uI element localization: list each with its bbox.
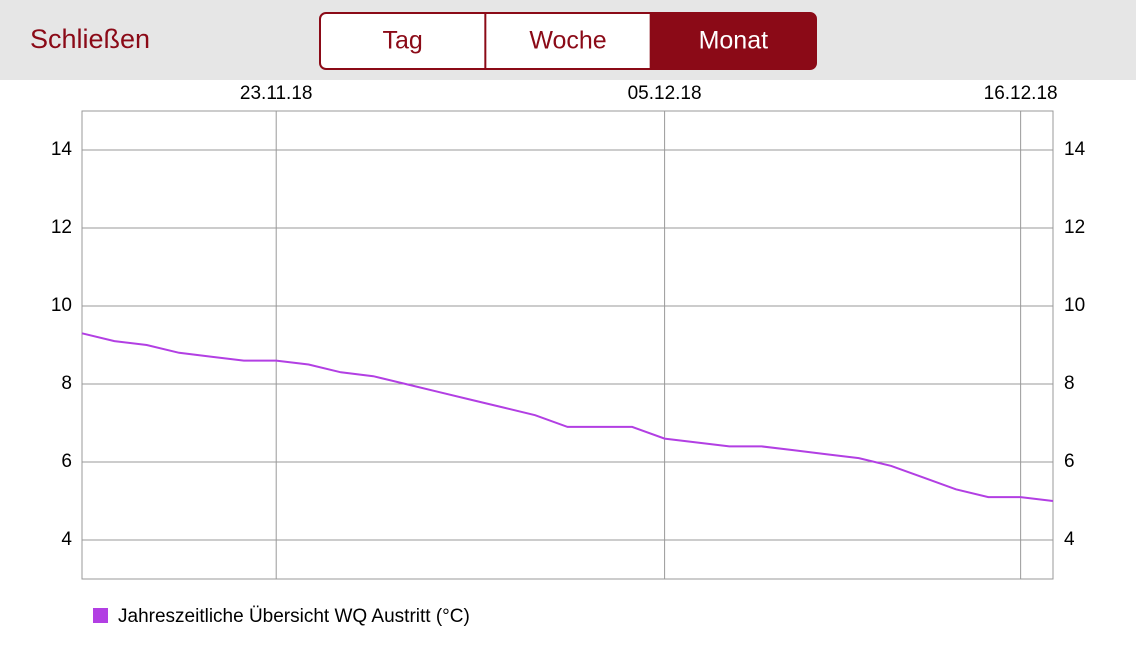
y-tick-label: 8 bbox=[61, 373, 72, 394]
y2-tick-label: 14 bbox=[1064, 139, 1086, 160]
y2-tick-label: 6 bbox=[1064, 451, 1075, 472]
plot-frame bbox=[81, 110, 1054, 580]
segment-button[interactable]: Monat bbox=[699, 27, 769, 55]
segment-button[interactable]: Tag bbox=[383, 27, 423, 55]
legend-swatch bbox=[93, 608, 108, 623]
y2-tick-label: 4 bbox=[1064, 529, 1075, 550]
segment-selected bbox=[650, 13, 816, 69]
x-tick-label: 16.12.18 bbox=[984, 83, 1058, 104]
y-tick-label: 6 bbox=[61, 451, 72, 472]
segment-button[interactable]: Woche bbox=[529, 27, 606, 55]
close-button[interactable]: Schließen bbox=[30, 24, 150, 54]
x-tick-label: 23.11.18 bbox=[240, 83, 313, 104]
y2-tick-label: 10 bbox=[1064, 295, 1085, 316]
y-tick-label: 14 bbox=[51, 139, 73, 160]
x-tick-label: 05.12.18 bbox=[628, 83, 702, 104]
y-tick-label: 4 bbox=[61, 529, 72, 550]
y2-tick-label: 8 bbox=[1064, 373, 1075, 394]
chart: 4 4 6 6 8 8 10 10 12 12 14 14 23.11.18 05.12.18 16.12.… bbox=[51, 83, 1086, 627]
data-line bbox=[81, 332, 1054, 502]
legend-label: Jahreszeitliche Übersicht WQ Austritt (°… bbox=[118, 606, 470, 627]
y-tick-label: 12 bbox=[51, 217, 72, 238]
segmented-control: Tag Woche Monat bbox=[319, 12, 817, 70]
y-tick-label: 10 bbox=[51, 295, 72, 316]
y2-tick-label: 12 bbox=[1064, 217, 1085, 238]
